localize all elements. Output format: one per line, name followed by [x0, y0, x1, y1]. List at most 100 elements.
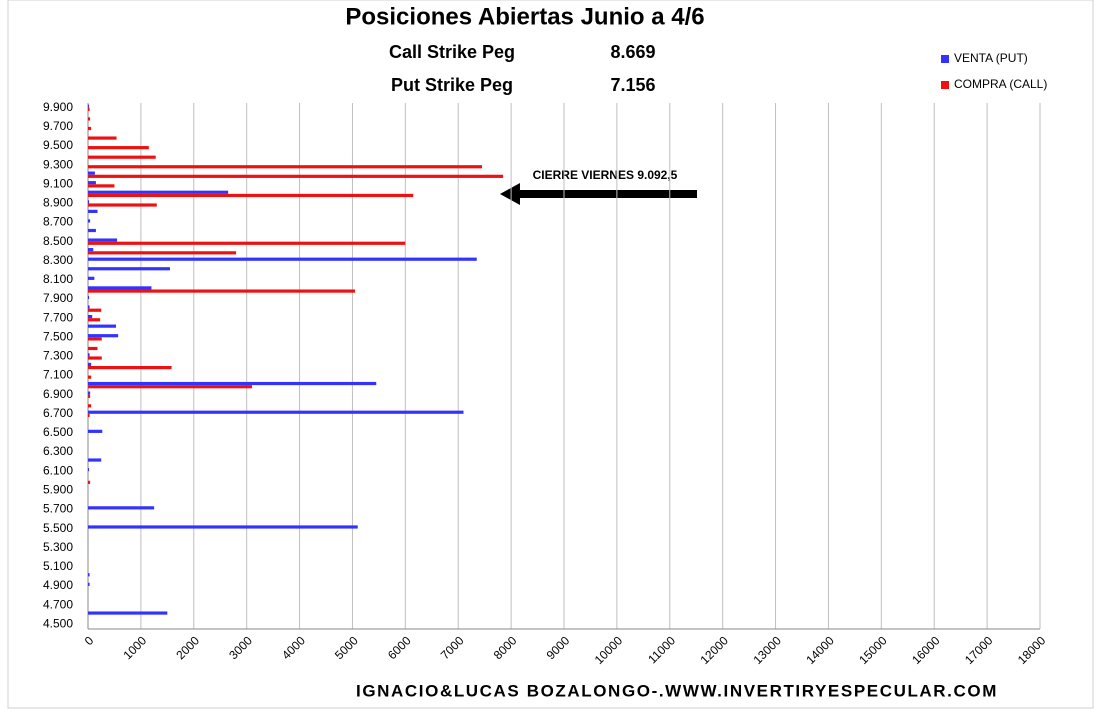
- bar: [88, 353, 90, 357]
- bar: [88, 318, 101, 322]
- peg-label: Put Strike Peg: [391, 75, 513, 95]
- y-tick-label: 4.700: [43, 597, 73, 611]
- x-tick-label: 3000: [226, 633, 255, 662]
- x-tick-label: 12000: [698, 633, 732, 667]
- bar: [88, 241, 406, 245]
- bar: [88, 174, 504, 178]
- bar: [88, 257, 477, 261]
- bar: [88, 356, 102, 360]
- bar: [88, 362, 92, 366]
- bar: [88, 413, 90, 418]
- y-tick-label: 8.100: [43, 272, 73, 286]
- peg-value: 7.156: [610, 75, 655, 95]
- bar: [88, 573, 90, 577]
- chart-border: [7, 0, 1094, 709]
- x-tick-label: 13000: [750, 633, 784, 667]
- y-tick-label: 9.500: [43, 138, 73, 152]
- y-tick-label: 4.900: [43, 578, 73, 592]
- x-tick-label: 15000: [856, 633, 890, 667]
- bar: [88, 146, 149, 150]
- bar: [88, 375, 92, 379]
- legend-label: VENTA (PUT): [954, 51, 1028, 65]
- y-tick-label: 5.900: [43, 482, 73, 496]
- bar: [88, 305, 90, 309]
- bar: [88, 381, 377, 386]
- bar: [88, 136, 117, 140]
- chart-title: Posiciones Abiertas Junio a 4/6: [345, 3, 704, 30]
- bar: [88, 165, 483, 169]
- bar: [88, 337, 102, 341]
- bar: [88, 171, 95, 175]
- bar: [88, 404, 92, 408]
- bar: [88, 295, 90, 300]
- y-tick-label: 7.700: [43, 310, 73, 324]
- bar: [88, 468, 90, 472]
- y-tick-label: 6.500: [43, 425, 73, 439]
- bar: [88, 107, 90, 111]
- bar: [88, 104, 90, 108]
- bar: [88, 480, 91, 484]
- y-tick-label: 7.100: [43, 368, 73, 382]
- bar: [88, 200, 90, 204]
- x-tick-label: 9000: [544, 633, 573, 662]
- bar: [88, 190, 229, 194]
- annotation: CIERRE VIERNES 9.092,5: [533, 168, 678, 182]
- bar: [88, 391, 91, 395]
- y-tick-label: 5.700: [43, 502, 73, 516]
- x-tick-label: 1000: [120, 633, 149, 662]
- y-tick-label: 7.300: [43, 349, 73, 363]
- x-tick-label: 8000: [491, 633, 520, 662]
- bar: [88, 193, 414, 198]
- x-tick-label: 10000: [592, 633, 626, 667]
- bar: [88, 506, 155, 510]
- bar: [88, 458, 102, 462]
- bar: [88, 334, 119, 338]
- y-tick-label: 6.700: [43, 406, 73, 420]
- y-tick-label: 8.700: [43, 215, 73, 229]
- y-tick-label: 8.900: [43, 196, 73, 210]
- bar: [88, 346, 98, 351]
- x-tick-label: 6000: [385, 633, 414, 662]
- y-tick-label: 5.500: [43, 521, 73, 535]
- legend-swatch: [941, 55, 949, 63]
- bar: [88, 267, 170, 271]
- y-tick-label: 9.100: [43, 176, 73, 190]
- x-tick-label: 18000: [1015, 633, 1049, 667]
- bar: [88, 203, 157, 207]
- bar: [88, 324, 117, 328]
- bar: [88, 248, 94, 252]
- bar: [88, 289, 356, 293]
- annotation-arrow: [500, 183, 697, 205]
- bar: [88, 385, 252, 389]
- bar: [88, 184, 115, 188]
- x-tick-label: 14000: [803, 633, 837, 667]
- bar: [88, 308, 102, 312]
- x-tick-label: 4000: [279, 633, 308, 662]
- bar: [88, 286, 152, 290]
- bar: [88, 251, 237, 255]
- bar: [88, 117, 91, 121]
- bar: [88, 429, 103, 433]
- bar: [88, 228, 96, 233]
- y-tick-label: 9.300: [43, 157, 73, 171]
- bar: [88, 126, 92, 131]
- bar: [88, 209, 98, 213]
- bar: [88, 155, 156, 159]
- y-tick-label: 4.500: [43, 616, 73, 630]
- peg-label: Call Strike Peg: [389, 42, 515, 62]
- bar: [88, 410, 464, 414]
- legend-label: COMPRA (CALL): [954, 77, 1047, 91]
- y-tick-label: 9.700: [43, 119, 73, 133]
- x-tick-label: 7000: [438, 633, 467, 662]
- x-tick-label: 5000: [332, 633, 361, 662]
- bar: [88, 366, 172, 370]
- x-tick-label: 11000: [645, 633, 678, 666]
- bar: [88, 238, 118, 242]
- bar: [88, 314, 93, 319]
- y-tick-label: 6.100: [43, 463, 73, 477]
- y-tick-label: 6.300: [43, 444, 73, 458]
- y-tick-label: 9.900: [43, 100, 73, 114]
- x-tick-label: 2000: [173, 633, 202, 662]
- y-tick-label: 7.500: [43, 329, 73, 343]
